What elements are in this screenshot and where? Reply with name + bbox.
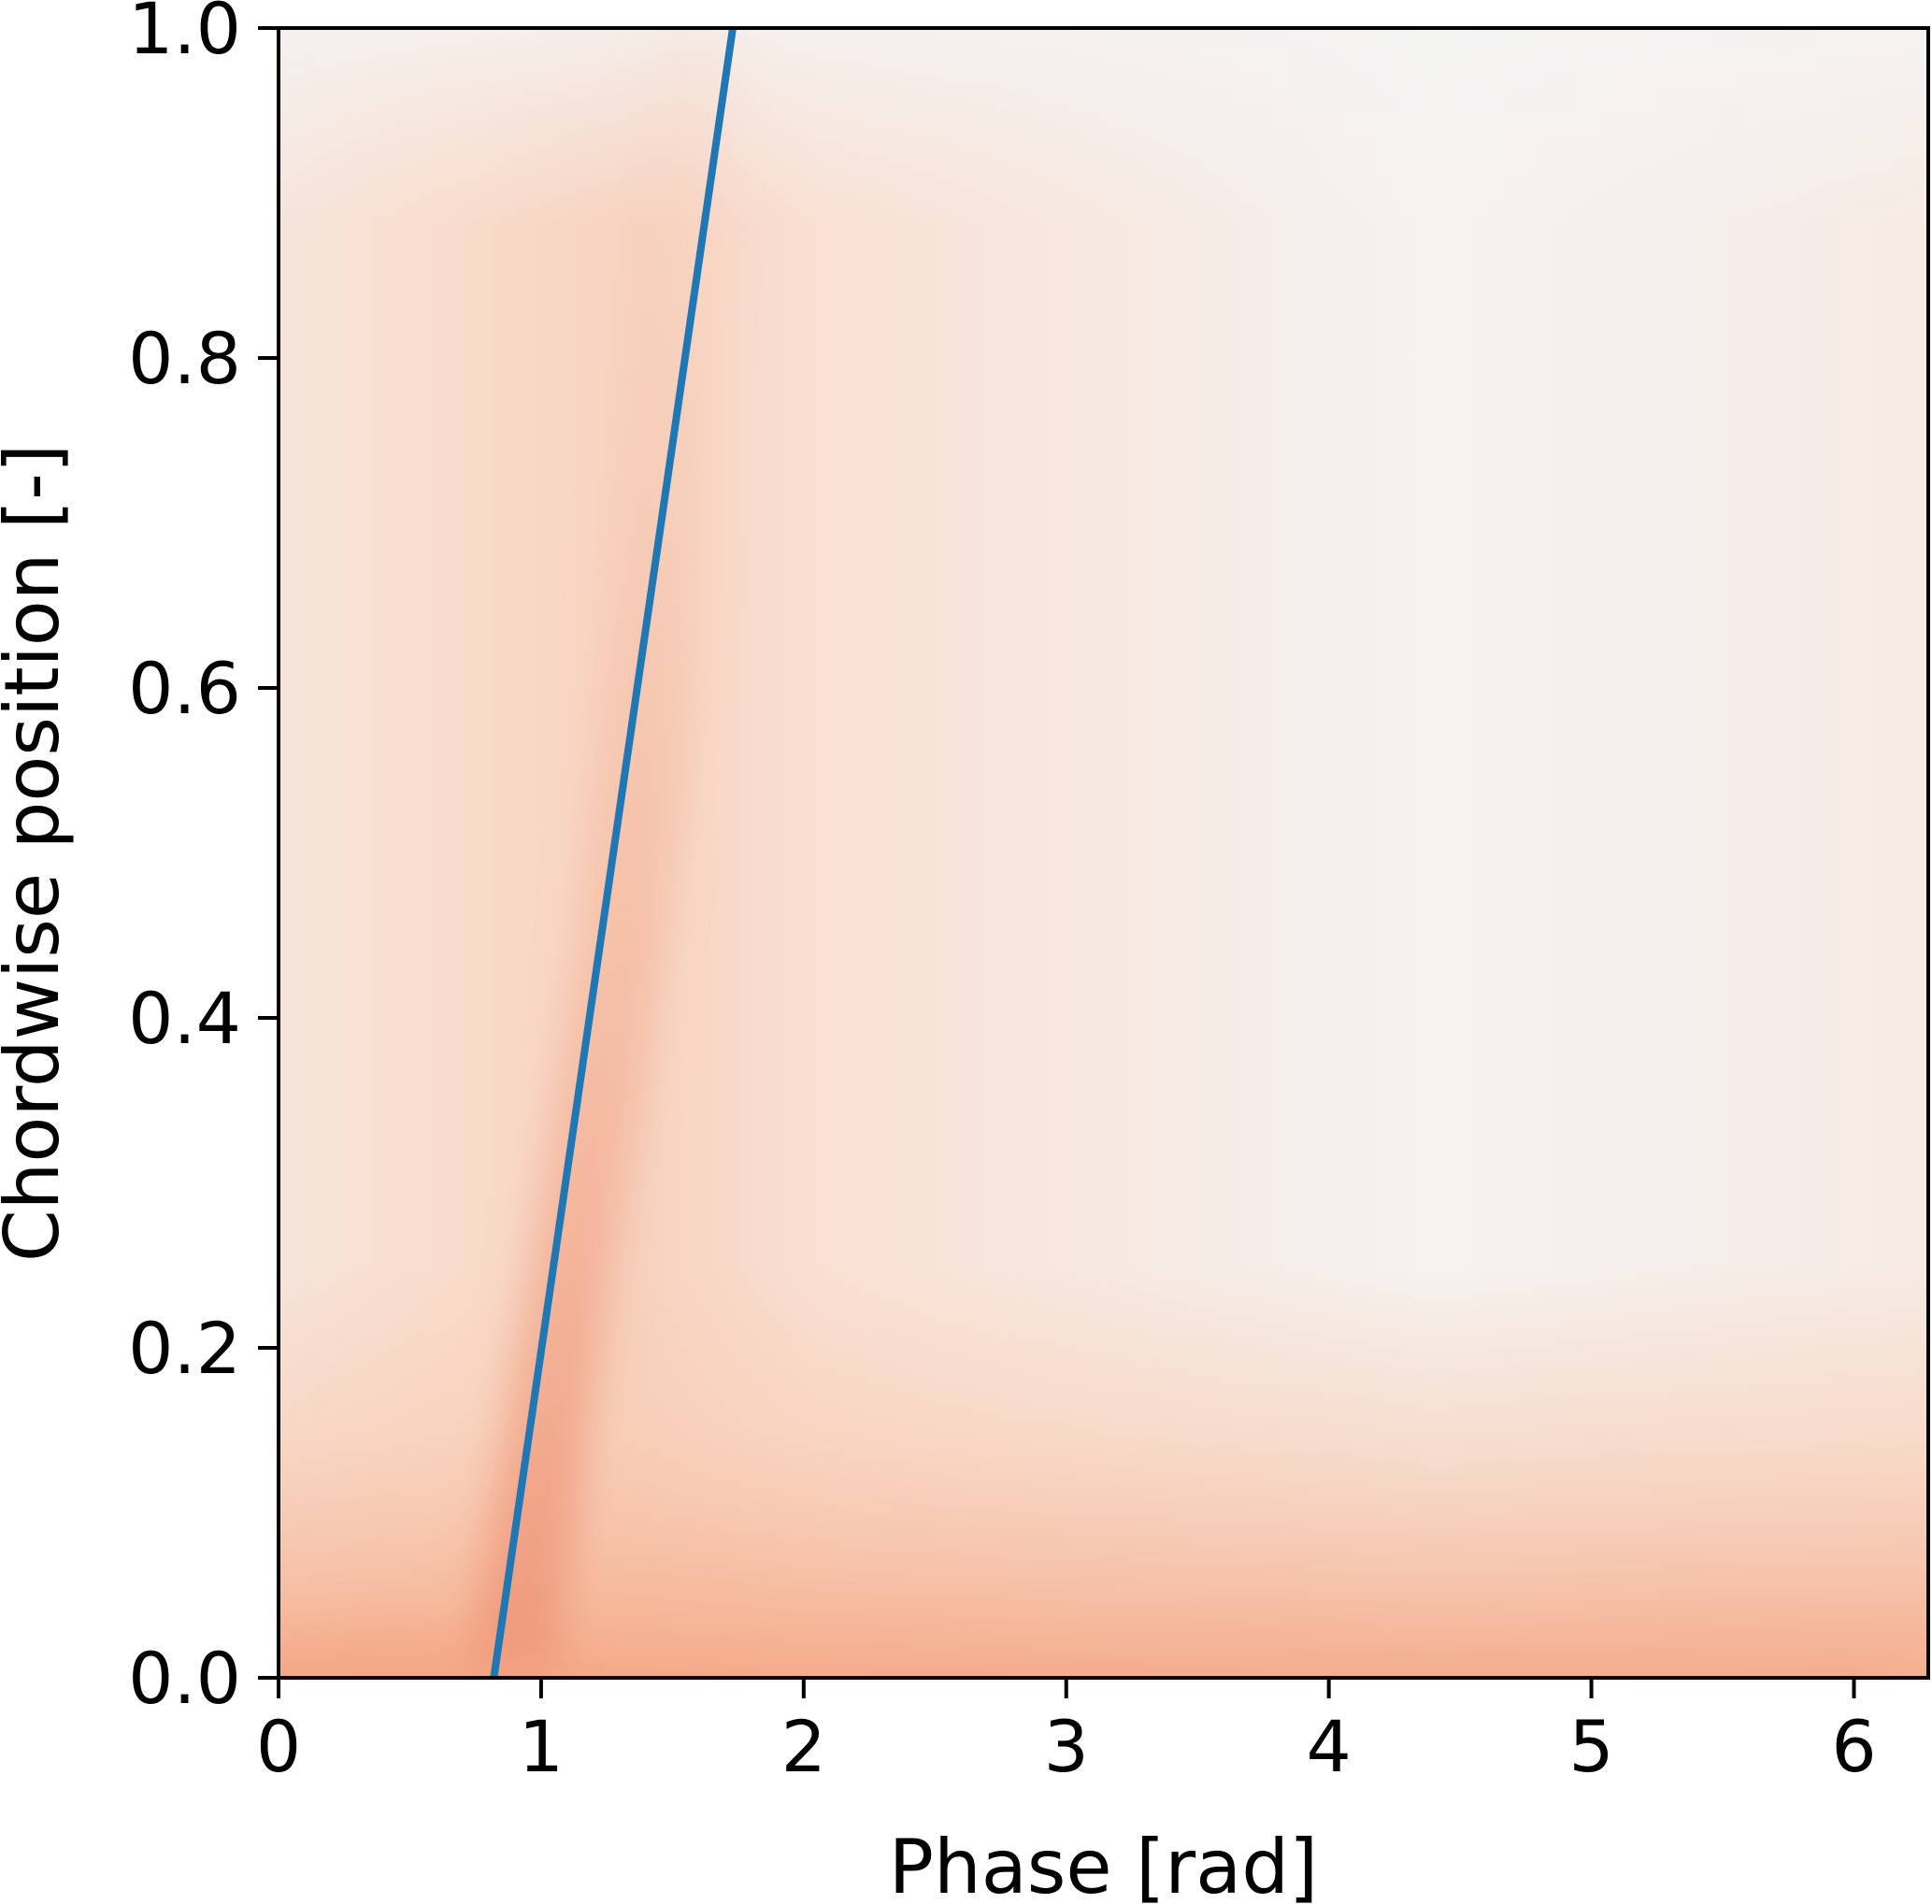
x-tick-label: 3 bbox=[1044, 1705, 1089, 1788]
x-tick-label: 4 bbox=[1306, 1705, 1351, 1788]
heatmap-peak-left bbox=[279, 1480, 640, 1678]
y-tick-label: 0.6 bbox=[128, 647, 241, 730]
heatmap-peak-right bbox=[1591, 1480, 1928, 1678]
y-tick-label: 0.4 bbox=[128, 977, 241, 1060]
heatmap-diagonal-band bbox=[467, 28, 731, 1678]
y-axis-ticks: 0.0 0.2 0.4 0.6 0.8 1.0 bbox=[128, 0, 279, 1720]
y-tick-label: 0.0 bbox=[128, 1637, 241, 1720]
x-tick-label: 6 bbox=[1831, 1705, 1876, 1788]
x-tick-label: 5 bbox=[1568, 1705, 1613, 1788]
line-series-group bbox=[490, 28, 737, 1678]
x-tick-label: 2 bbox=[781, 1705, 826, 1788]
y-tick-label: 0.8 bbox=[128, 317, 241, 400]
x-tick-label: 1 bbox=[519, 1705, 564, 1788]
series-line-0 bbox=[490, 28, 737, 1678]
y-tick-label: 0.2 bbox=[128, 1307, 241, 1390]
x-tick-label: 0 bbox=[256, 1705, 301, 1788]
plot-frame bbox=[277, 26, 1930, 1680]
x-axis-ticks: 0 1 2 3 4 5 6 bbox=[256, 1678, 1877, 1788]
x-axis-title: Phase [rad] bbox=[889, 1824, 1318, 1904]
heatmap-field bbox=[279, 28, 1928, 1678]
heatmap-top-fade bbox=[279, 28, 1928, 226]
y-axis-title: Chordwise position [-] bbox=[0, 444, 76, 1262]
y-tick-label: 1.0 bbox=[128, 0, 241, 70]
